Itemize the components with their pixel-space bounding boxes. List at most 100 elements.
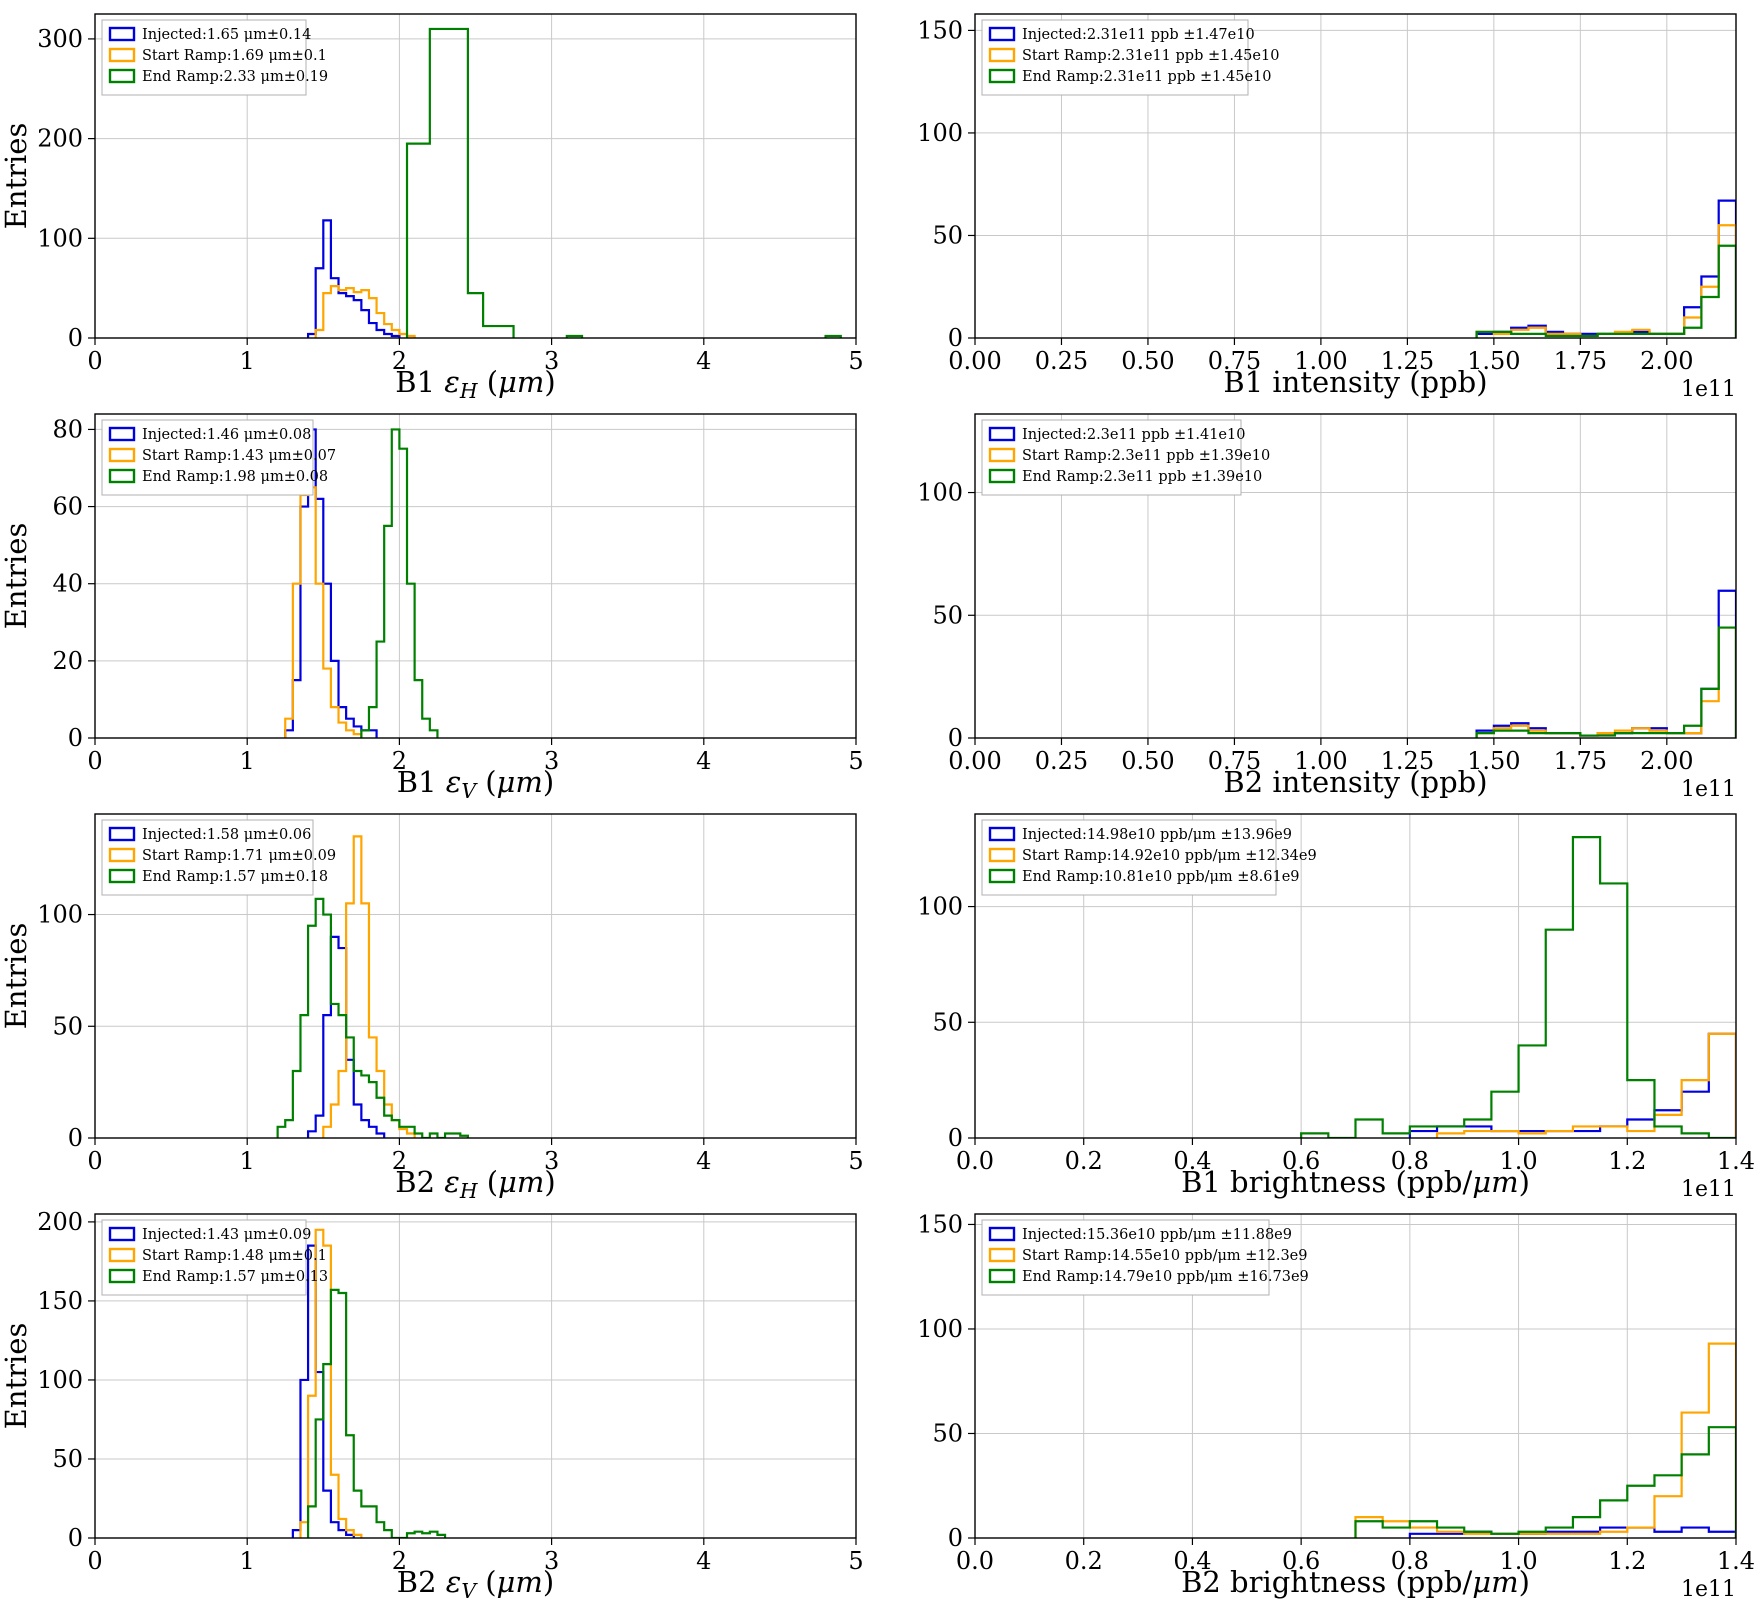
svg-text:1.00: 1.00 <box>1294 347 1347 375</box>
legend-label-end-ramp: End Ramp:2.31e11 ppb ±1.45e10 <box>1022 69 1271 85</box>
series-end-ramp <box>1475 626 1736 738</box>
svg-text:5: 5 <box>848 347 863 375</box>
svg-text:0: 0 <box>948 324 963 352</box>
svg-text:1.4: 1.4 <box>1717 1547 1755 1575</box>
legend: Injected:14.98e10 ppb/μm ±13.96e9 Start R… <box>981 819 1317 896</box>
legend-swatch-start-ramp <box>108 1247 136 1263</box>
tick-labels: 0 1 2 3 4 5 0 100 200 300 <box>37 25 863 375</box>
svg-text:1: 1 <box>240 1547 255 1575</box>
chart-b1-brightness: 0.0 0.2 0.4 0.6 0.8 1.0 1.2 1.4 0 50 100 B1 brightn… <box>880 800 1760 1202</box>
series-end-ramp <box>1354 1426 1736 1538</box>
series-start-ramp <box>284 486 363 738</box>
svg-text:1: 1 <box>240 1147 255 1175</box>
svg-text:2: 2 <box>392 747 407 775</box>
svg-text:0.75: 0.75 <box>1208 347 1261 375</box>
y-axis-label: Entries <box>0 923 33 1030</box>
svg-text:0.8: 0.8 <box>1391 1547 1429 1575</box>
svg-text:100: 100 <box>917 119 963 147</box>
svg-text:1.0: 1.0 <box>1499 1147 1537 1175</box>
svg-text:1: 1 <box>240 347 255 375</box>
legend: Injected:15.36e10 ppb/μm ±11.88e9 Start R… <box>981 1219 1309 1296</box>
svg-text:50: 50 <box>932 1419 963 1447</box>
legend-label-injected: Injected:2.3e11 ppb ±1.41e10 <box>1022 427 1245 443</box>
svg-text:150: 150 <box>917 16 963 44</box>
svg-text:40: 40 <box>52 570 83 598</box>
x-axis-label: B1 εH (μm) <box>395 365 555 400</box>
legend-swatch-start-ramp <box>108 847 136 863</box>
svg-text:100: 100 <box>917 1315 963 1343</box>
legend-swatch-injected <box>988 826 1016 842</box>
svg-text:0.0: 0.0 <box>956 1547 994 1575</box>
chart-b1-emittance-h: 0 1 2 3 4 5 0 100 200 300 B1 εH (μm) Entries Injecte… <box>0 0 880 403</box>
svg-text:0.2: 0.2 <box>1065 1147 1103 1175</box>
svg-text:4: 4 <box>696 1147 711 1175</box>
tick-labels: 0.0 0.2 0.4 0.6 0.8 1.0 1.2 1.4 0 50 100 150 <box>917 1210 1755 1575</box>
svg-text:0.75: 0.75 <box>1208 747 1261 775</box>
series-end-ramp <box>565 334 584 338</box>
svg-text:2.00: 2.00 <box>1640 347 1693 375</box>
chart-b2-emittance-v: 0 1 2 3 4 5 0 50 100 150 200 B2 εV (μm) Entries Injec… <box>0 1200 880 1603</box>
legend-label-end-ramp: End Ramp:2.33 μm±0.19 <box>142 69 328 85</box>
svg-text:0.4: 0.4 <box>1173 1147 1211 1175</box>
tick-marks <box>88 1221 857 1545</box>
svg-text:0.6: 0.6 <box>1282 1547 1320 1575</box>
svg-text:0.8: 0.8 <box>1391 1147 1429 1175</box>
series-injected <box>284 428 378 738</box>
legend-label-injected: Injected:1.58 μm±0.06 <box>142 827 311 843</box>
svg-text:80: 80 <box>52 415 83 443</box>
legend-swatch-start-ramp <box>108 447 136 463</box>
series-start-ramp <box>314 285 416 338</box>
series-injected <box>306 219 401 338</box>
legend-swatch-injected <box>108 826 136 842</box>
legend-swatch-start-ramp <box>108 47 136 63</box>
svg-text:300: 300 <box>37 25 83 53</box>
x-axis-label: B2 εH (μm) <box>395 1165 555 1200</box>
plot-b1-brightness: 0.0 0.2 0.4 0.6 0.8 1.0 1.2 1.4 0 50 100 B1 brightn… <box>917 813 1755 1202</box>
svg-text:1.75: 1.75 <box>1554 347 1607 375</box>
svg-text:2: 2 <box>392 1547 407 1575</box>
svg-text:4: 4 <box>696 1547 711 1575</box>
legend: Injected:2.3e11 ppb ±1.41e10 Start Ramp:2… <box>981 419 1270 496</box>
x-axis-label: B1 intensity (ppb) <box>1223 365 1487 399</box>
legend-label-end-ramp: End Ramp:10.81e10 ppb/μm ±8.61e9 <box>1022 869 1300 885</box>
svg-text:5: 5 <box>848 1547 863 1575</box>
series-end-ramp <box>1300 836 1736 1138</box>
svg-text:1.25: 1.25 <box>1381 347 1434 375</box>
svg-text:0: 0 <box>68 1524 83 1552</box>
legend-swatch-start-ramp <box>988 47 1016 63</box>
legend: Injected:1.43 μm±0.09 Start Ramp:1.48 μm±… <box>101 1219 328 1296</box>
svg-text:3: 3 <box>544 1547 559 1575</box>
plot-b2-brightness: 0.0 0.2 0.4 0.6 0.8 1.0 1.2 1.4 0 50 100 150 B2 brig… <box>917 1210 1755 1602</box>
legend-swatch-end-ramp <box>988 68 1016 84</box>
svg-text:0: 0 <box>948 1124 963 1152</box>
chart-b2-emittance-h: 0 1 2 3 4 5 0 50 100 B2 εH (μm) Entries Injected:1.… <box>0 800 880 1203</box>
svg-text:200: 200 <box>37 1208 83 1236</box>
legend-label-injected: Injected:14.98e10 ppb/μm ±13.96e9 <box>1022 827 1292 843</box>
svg-text:20: 20 <box>52 647 83 675</box>
legend-swatch-injected <box>108 26 136 42</box>
tick-labels: 0.0 0.2 0.4 0.6 0.8 1.0 1.2 1.4 0 50 100 <box>917 893 1755 1175</box>
svg-text:100: 100 <box>37 1366 83 1394</box>
svg-text:1.50: 1.50 <box>1467 747 1520 775</box>
svg-text:0: 0 <box>87 747 102 775</box>
series-end-ramp <box>360 428 439 738</box>
legend: Injected:2.31e11 ppb ±1.47e10 Start Ramp:… <box>981 19 1279 96</box>
svg-text:1.2: 1.2 <box>1608 1147 1646 1175</box>
svg-text:0.25: 0.25 <box>1035 347 1088 375</box>
axes-frame <box>94 13 857 339</box>
chart-b2-intensity: 0.00 0.25 0.50 0.75 1.00 1.25 1.50 1.75 2.00 0 50 1… <box>880 400 1760 802</box>
legend-label-end-ramp: End Ramp:1.57 μm±0.18 <box>142 869 328 885</box>
axes-frame <box>974 813 1737 1139</box>
legend-swatch-end-ramp <box>108 1268 136 1284</box>
svg-text:100: 100 <box>37 901 83 929</box>
svg-text:100: 100 <box>37 224 83 252</box>
series-group <box>306 27 842 338</box>
series-end-ramp <box>1475 244 1736 338</box>
axis-offset-text: 1e11 <box>1681 1177 1736 1200</box>
svg-text:1.00: 1.00 <box>1294 747 1347 775</box>
legend-label-injected: Injected:2.31e11 ppb ±1.47e10 <box>1022 27 1255 43</box>
svg-text:0.0: 0.0 <box>956 1147 994 1175</box>
